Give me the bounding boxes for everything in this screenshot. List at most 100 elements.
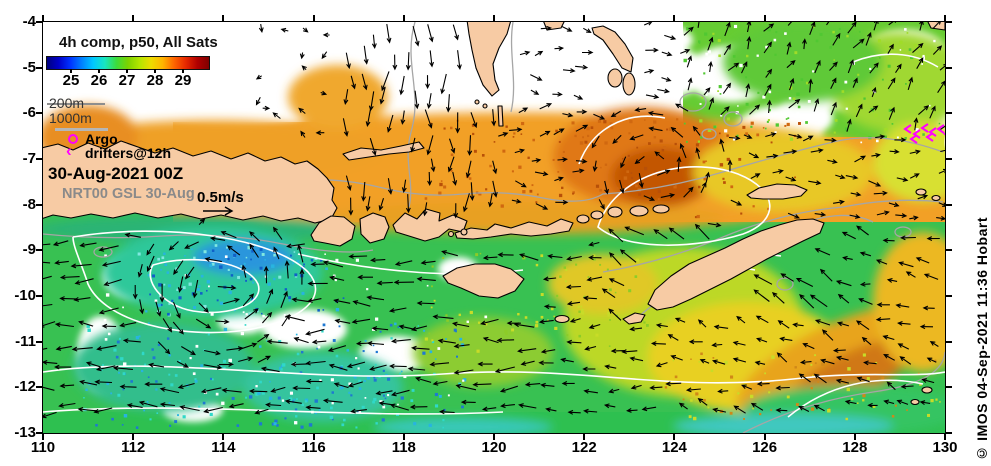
y-axis-label: -6 <box>22 104 36 122</box>
axis-tick <box>945 21 952 23</box>
y-axis-label: -7 <box>22 150 36 167</box>
drifter-chevron-icon <box>903 124 912 134</box>
axis-tick <box>945 66 952 69</box>
axis-tick <box>945 249 952 252</box>
y-axis-label: -8 <box>22 195 36 213</box>
drifter-chevron-icon <box>920 123 929 133</box>
axis-tick <box>36 295 43 297</box>
land-selayar <box>497 105 504 127</box>
argo-label: Argo <box>85 131 118 147</box>
y-axis-label: -13 <box>14 424 36 441</box>
axis-tick <box>673 433 676 440</box>
drifter-chevron-icon <box>936 124 945 134</box>
x-axis-label: 124 <box>661 439 687 456</box>
axis-tick <box>945 112 952 115</box>
land-sumba <box>442 263 525 299</box>
colorbar-tick-label: 26 <box>90 72 108 89</box>
axis-tick <box>493 433 495 440</box>
land-sumbawa <box>392 208 468 242</box>
x-axis-label: 122 <box>571 439 597 456</box>
axis-tick <box>132 15 135 22</box>
axis-tick <box>36 340 43 343</box>
axis-tick <box>36 203 43 206</box>
y-axis-label: -9 <box>22 241 36 259</box>
x-axis-label: 128 <box>842 439 868 456</box>
axis-tick <box>944 15 946 22</box>
argo-marker-icon <box>68 134 78 144</box>
land-rote <box>622 312 646 325</box>
drifter-chevron-icon <box>925 132 934 142</box>
axis-tick <box>42 15 44 22</box>
x-axis-label: 114 <box>211 439 236 456</box>
axis-tick <box>222 15 225 22</box>
axis-tick <box>132 433 135 440</box>
drifter-chevron-icon <box>912 129 921 139</box>
land-wetar <box>746 183 808 200</box>
axis-tick <box>36 21 43 23</box>
map-title: 4h comp, p50, All Sats <box>59 34 218 51</box>
axis-tick <box>945 432 952 434</box>
colorbar <box>46 56 210 70</box>
contour-1000m-line-sample <box>55 128 108 131</box>
contour-200m-label: 200m <box>49 95 85 111</box>
axis-tick <box>36 249 43 252</box>
axis-tick <box>583 15 586 22</box>
sst-map-canvas <box>43 22 945 433</box>
axis-tick <box>944 433 946 440</box>
y-axis-label: -10 <box>14 287 36 304</box>
x-axis-label: 110 <box>30 439 56 456</box>
axis-tick <box>763 433 766 440</box>
colorbar-tick-label: 25 <box>62 72 80 89</box>
land-java <box>43 140 338 224</box>
land-alor <box>629 205 649 217</box>
x-axis-label: 112 <box>121 439 146 456</box>
axis-tick <box>493 15 495 22</box>
axis-tick <box>312 15 315 22</box>
axis-tick <box>763 15 766 22</box>
y-axis-label: -4 <box>22 13 36 30</box>
drifter-marker-icon: ‹ <box>66 141 72 160</box>
axis-tick <box>222 433 225 440</box>
axis-tick <box>36 158 43 160</box>
land-madura <box>342 141 425 161</box>
sst-accent-layer <box>43 22 945 433</box>
axis-tick <box>402 15 405 22</box>
land-flores <box>454 218 574 240</box>
axis-tick <box>945 203 952 206</box>
land-lembata <box>576 214 590 224</box>
land-bali <box>310 215 356 247</box>
drifter-chevron-icon <box>909 134 918 144</box>
y-axis-label: -5 <box>22 58 36 76</box>
axis-tick <box>36 386 43 389</box>
land-sulawesi-sw <box>466 22 512 97</box>
drifter-chevron-icon <box>928 127 937 137</box>
x-axis-label: 120 <box>481 439 507 456</box>
x-axis-label: 118 <box>391 439 416 456</box>
map-plot-area <box>42 21 946 434</box>
axis-tick <box>945 340 952 343</box>
land-sulawesi-se <box>591 25 634 73</box>
axis-tick <box>945 158 952 160</box>
axis-tick <box>945 386 952 389</box>
y-axis-label: -12 <box>14 378 36 396</box>
axis-tick <box>402 433 405 440</box>
land-savu <box>554 314 570 324</box>
current-arrows-layer <box>43 22 945 419</box>
axis-tick <box>853 15 856 22</box>
drifters-label: drifters@12h <box>85 145 172 161</box>
model-run-label: NRT00 GSL 30-Aug <box>62 186 195 202</box>
colorbar-tick-label: 28 <box>146 72 164 89</box>
land-timor <box>647 218 825 311</box>
contour-200m-line-sample <box>47 103 105 105</box>
axis-tick <box>36 66 43 69</box>
x-axis-label: 116 <box>301 439 326 456</box>
drifter-markers <box>903 123 945 144</box>
y-axis-label: -11 <box>15 332 36 350</box>
axis-tick <box>36 432 43 434</box>
axis-tick <box>945 295 952 297</box>
axis-tick <box>853 433 856 440</box>
axis-tick <box>673 15 676 22</box>
map-datetime: 30-Aug-2021 00Z <box>48 164 184 183</box>
vector-scale-arrow-icon <box>202 206 236 216</box>
